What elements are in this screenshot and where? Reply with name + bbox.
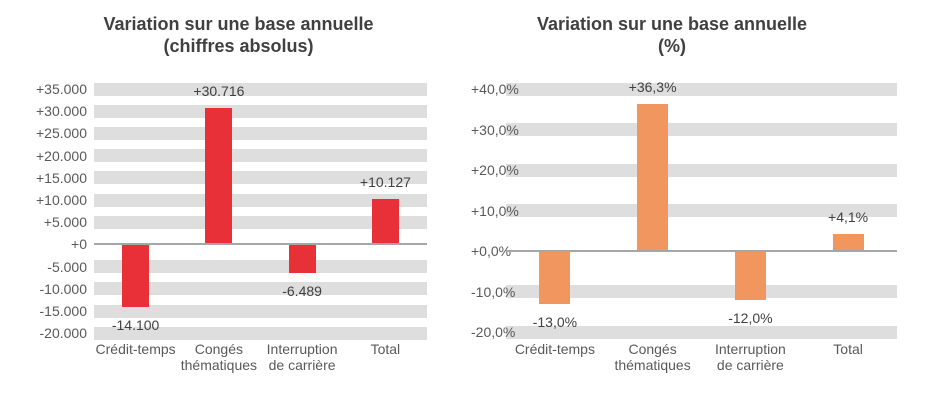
chart-variation-absolute: Variation sur une base annuelle (chiffre… (36, 14, 437, 373)
gridline-stripe (94, 326, 427, 340)
gridline-stripe (94, 149, 427, 163)
x-category-label: Total (333, 341, 437, 357)
y-tick-label: +25.000 (36, 125, 87, 142)
gridline-stripe (94, 193, 427, 207)
x-category-label: Interruption de carrière (698, 341, 802, 373)
gridline-stripe (94, 304, 427, 318)
gridline-stripe (94, 215, 427, 229)
y-tick-label: +30,0% (471, 121, 519, 138)
y-tick-label: +5.000 (43, 214, 87, 231)
chart-title: Variation sur une base annuelle (%) (471, 13, 873, 57)
y-tick-label: +10.000 (36, 192, 87, 208)
chart-title-line2: (chiffres absolus) (163, 36, 314, 56)
zero-axis-line (506, 250, 897, 252)
bar-conges-thematiques (205, 108, 233, 245)
gridline-stripe (94, 104, 427, 118)
gridline-stripe (506, 204, 897, 217)
y-tick-label: -15.000 (39, 303, 87, 319)
bar-value-label: -13,0% (532, 313, 578, 330)
chart-title-line2: (%) (658, 36, 686, 56)
x-category-label: Crédit-temps (503, 341, 607, 357)
gridline-stripe (94, 126, 427, 140)
gridline-stripe (506, 325, 897, 339)
x-category-label: Total (796, 341, 900, 357)
bar-total (832, 234, 864, 251)
y-tick-label: -5.000 (47, 258, 87, 275)
bar-interruption-de-carriere (288, 244, 316, 274)
x-category-label-line: Crédit-temps (95, 341, 176, 357)
plot-area: +40,0% +30,0% +20,0% +10,0% +0,0% -10,0% -20,0… (471, 0, 942, 416)
x-category-label-line: de carrière (268, 357, 336, 373)
y-tick-label: -10.000 (39, 280, 87, 297)
gridline-stripe (506, 285, 897, 298)
bar-value-label: +36,3% (628, 79, 677, 95)
bar-credit-temps (122, 244, 150, 307)
y-tick-label: +20,0% (471, 162, 519, 178)
gridline-stripe (506, 123, 897, 136)
gridline-stripe (506, 82, 897, 96)
bar-conges-thematiques (637, 104, 669, 251)
x-category-label-line: Congés (628, 341, 677, 357)
bar-credit-temps (539, 251, 571, 304)
chart-title: Variation sur une base annuelle (chiffre… (0, 13, 477, 57)
gridline-stripe (506, 163, 897, 177)
x-category-label: Congés thématiques (167, 341, 271, 373)
y-tick-label: +10,0% (471, 202, 519, 219)
bar-value-label: -12,0% (728, 309, 773, 326)
bar-value-label: +30.716 (193, 83, 245, 99)
y-tick-label: +20.000 (36, 147, 87, 164)
gridline-stripe (94, 82, 427, 96)
chart-variation-percent: Variation sur une base annuelle (%) +40,… (471, 0, 942, 416)
x-category-label: Crédit-temps (84, 341, 188, 357)
gridline-stripe (94, 282, 427, 296)
gridline-stripe (94, 171, 427, 185)
chart-title-line1: Variation sur une base annuelle (536, 14, 808, 34)
chart-title-line1: Variation sur une base annuelle (103, 14, 374, 34)
y-tick-label: +35.000 (36, 81, 87, 97)
x-category-label-line: Total (370, 341, 401, 357)
y-tick-label: +30.000 (36, 103, 87, 120)
y-tick-label: -20.000 (39, 325, 87, 342)
y-tick-label: -20,0% (471, 324, 516, 340)
x-category-label-line: Interruption (266, 341, 338, 357)
zero-axis-line (94, 243, 427, 246)
bar-interruption-de-carriere (734, 251, 766, 300)
x-category-label-line: Total (833, 341, 863, 357)
gridline-stripe (94, 260, 427, 274)
x-category-label-line: thématiques (180, 357, 258, 373)
x-category-label: Interruption de carrière (250, 341, 354, 373)
bar-total (371, 199, 399, 245)
x-category-label-line: thématiques (614, 357, 691, 373)
bar-value-label: +4,1% (828, 209, 869, 226)
y-tick-label: +40,0% (471, 81, 519, 97)
bar-value-label: -14.100 (111, 317, 160, 333)
y-tick-label: +0,0% (471, 243, 512, 259)
x-category-label: Congés thématiques (601, 341, 705, 373)
x-category-label-line: de carrière (716, 357, 784, 373)
bar-value-label: -6.489 (282, 283, 322, 300)
bar-value-label: +10.127 (359, 174, 411, 191)
y-tick-label: -10,0% (471, 283, 516, 300)
y-tick-label: +0 (71, 236, 87, 253)
plot-area: +35.000 +30.000 +25.000 +20.000 +15.000 +10.0… (36, 81, 437, 373)
x-category-label-line: Crédit-temps (514, 341, 595, 357)
y-tick-label: +15.000 (36, 169, 87, 186)
x-category-label-line: Congés (194, 341, 244, 357)
x-category-label-line: Interruption (714, 341, 786, 357)
